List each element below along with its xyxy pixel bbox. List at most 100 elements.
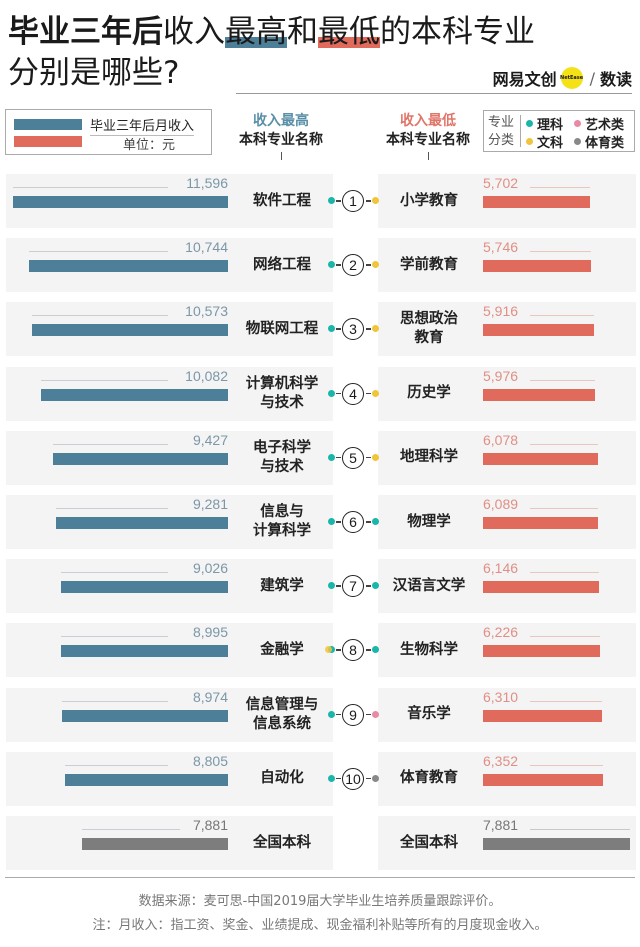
- connector-line: [366, 777, 371, 780]
- category-dot-icon: [372, 389, 379, 397]
- national-label-left: 全国本科: [253, 834, 311, 851]
- category-label-line: 专业: [488, 115, 515, 130]
- title-bold: 毕业三年后: [8, 14, 163, 50]
- category-name: 理科: [537, 118, 564, 133]
- national-row: 7,881 全国本科 全国本科 7,881: [0, 816, 640, 872]
- low-value-guide: [530, 508, 598, 509]
- brand-name: 网易文创: [492, 70, 557, 89]
- low-income-bar: [483, 260, 591, 273]
- high-major-name: 自动化: [260, 770, 304, 787]
- category-legend-label: 专业 分类: [488, 114, 518, 150]
- title-text: 和: [287, 14, 318, 50]
- legend-swatch-low: [14, 136, 82, 147]
- page-title-line2: 分别是哪些?: [8, 55, 180, 91]
- column-header-low: 收入最低 本科专业名称: [372, 112, 484, 150]
- high-value-guide: [32, 315, 168, 317]
- category-dot-icon: [372, 261, 379, 269]
- national-bar-right: [483, 838, 630, 850]
- column-subtitle-low: 本科专业名称: [386, 132, 470, 148]
- category-dot-icon: [328, 774, 335, 782]
- low-major-name: 历史学: [407, 385, 451, 402]
- high-income-value: 11,596: [186, 175, 228, 191]
- low-income-value: 5,746: [483, 239, 519, 256]
- high-value-guide: [61, 636, 168, 638]
- high-income-bar: [61, 645, 228, 658]
- connector-line: [336, 521, 341, 523]
- low-major-name: 物理学: [407, 513, 451, 530]
- low-income-bar: [483, 517, 598, 529]
- low-value-guide: [530, 251, 591, 253]
- low-value-guide: [530, 636, 600, 638]
- category-label-line: 分类: [488, 133, 515, 148]
- category-name: 文科: [537, 136, 564, 151]
- high-major-name: 计算机科学 与技术: [245, 375, 319, 411]
- table-row: 10,744 网络工程 2 学前教育 5,746: [0, 238, 640, 294]
- high-value-guide: [62, 700, 168, 702]
- rank-badge: 9: [342, 703, 364, 726]
- connector-line: [366, 200, 371, 202]
- category-legend: 专业 分类 理科 艺术类 文科 体育类: [483, 110, 635, 152]
- category-dot-icon: [328, 518, 335, 525]
- low-income-value: 6,078: [483, 431, 519, 448]
- sports-dot-icon: [574, 138, 581, 145]
- footnote: 注：月收入：指工资、奖金、业绩提成、现金福利补贴等所有的月度现金收入。: [92, 918, 548, 933]
- column-tick: [428, 152, 429, 160]
- connector-line: [336, 328, 341, 330]
- low-value-guide: [530, 572, 599, 574]
- connector-line: [336, 200, 341, 202]
- low-income-value: 5,916: [483, 303, 519, 320]
- connector-line: [336, 777, 341, 780]
- high-income-value: 8,974: [192, 688, 228, 705]
- brand-logo: 网易文创 NetEase / 数读: [493, 66, 632, 90]
- category-dot-icon: [372, 646, 379, 654]
- high-value-guide: [13, 187, 168, 188]
- column-title-high: 收入最高: [253, 113, 309, 129]
- low-major-name: 生物科学: [400, 641, 458, 658]
- high-major-name: 网络工程: [253, 256, 311, 273]
- table-row: 8,974 信息管理与 信息系统 9 音乐学 6,310: [0, 687, 640, 744]
- connector-line: [366, 713, 371, 716]
- low-income-value: 6,310: [483, 688, 519, 705]
- footer-divider: [5, 877, 635, 878]
- national-value-right: 7,881: [483, 817, 519, 833]
- high-income-bar: [29, 260, 228, 273]
- connector-line: [366, 585, 371, 587]
- low-major-name: 学前教育: [400, 256, 458, 273]
- connector-line: [366, 521, 371, 523]
- category-name: 艺术类: [585, 118, 625, 133]
- low-value-guide: [530, 187, 590, 188]
- low-income-bar: [483, 324, 594, 337]
- low-income-bar: [483, 709, 602, 722]
- low-income-bar: [483, 773, 603, 786]
- table-row: 10,573 物联网工程 3 思想政治 教育 5,916: [0, 302, 640, 358]
- high-major-name: 软件工程: [253, 192, 311, 209]
- liberal-arts-dot-icon: [526, 138, 533, 145]
- brand-slash: /: [589, 68, 595, 88]
- column-header-high: 收入最高 本科专业名称: [225, 112, 337, 150]
- connector-line: [336, 713, 341, 716]
- low-major-name: 体育教育: [400, 770, 458, 787]
- high-income-value: 9,281: [192, 496, 228, 512]
- data-source: 数据来源：麦可思-中国2019届大学毕业生培养质量跟踪评价。: [138, 894, 502, 909]
- connector-line: [366, 392, 371, 395]
- category-dot-icon: [372, 325, 379, 333]
- connector-line: [366, 328, 371, 330]
- high-income-bar: [41, 388, 228, 401]
- rank-badge: 2: [342, 254, 364, 277]
- category-dot-icon: [328, 389, 335, 397]
- high-income-bar: [65, 773, 228, 786]
- category-item-art: 艺术类: [574, 114, 624, 133]
- table-row: 9,281 信息与 计算科学 6 物理学 6,089: [0, 495, 640, 551]
- low-value-guide: [530, 315, 594, 317]
- column-tick: [281, 152, 282, 160]
- high-value-guide: [29, 251, 168, 253]
- high-income-value: 9,026: [192, 560, 228, 577]
- category-dot-icon: [328, 710, 335, 718]
- high-value-guide: [53, 443, 168, 445]
- science-dot-icon: [526, 120, 533, 127]
- low-major-name: 地理科学: [400, 449, 458, 466]
- table-row: 9,427 电子科学 与技术 5 地理科学 6,078: [0, 430, 640, 487]
- column-subtitle-high: 本科专业名称: [239, 132, 323, 148]
- category-dot-icon: [328, 197, 335, 204]
- low-value-guide: [530, 764, 603, 766]
